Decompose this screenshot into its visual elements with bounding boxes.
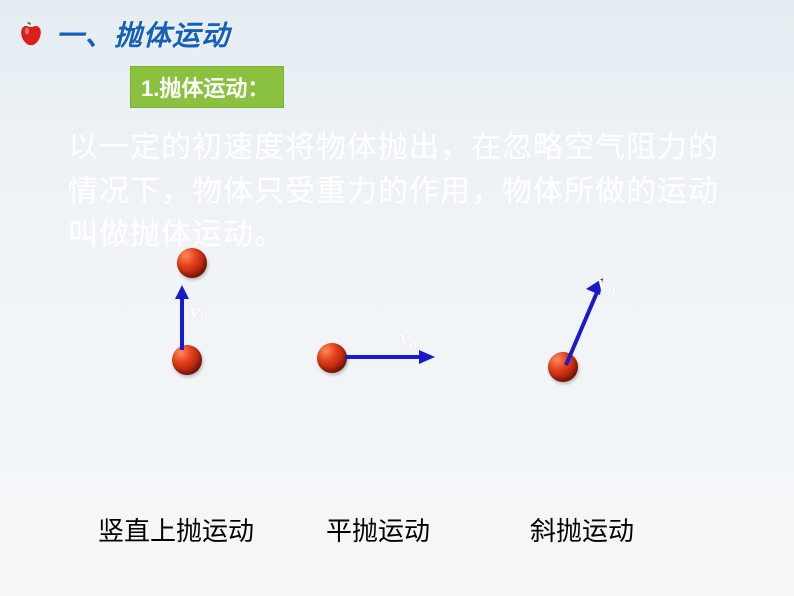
caption-oblique: 斜抛运动 bbox=[530, 511, 634, 548]
v0-label-horizontal: v0 bbox=[400, 324, 417, 354]
subsection-badge: 1.抛体运动： bbox=[130, 66, 284, 108]
section-title: 一、抛体运动 bbox=[56, 14, 230, 54]
v0-label-oblique: v0 bbox=[598, 270, 615, 300]
pepper-icon bbox=[18, 21, 44, 47]
diagram-area: v0 v0 v0 bbox=[0, 230, 794, 530]
caption-vertical: 竖直上抛运动 bbox=[98, 511, 254, 548]
captions-row: 竖直上抛运动 平抛运动 斜抛运动 bbox=[0, 511, 794, 548]
ball-horizontal bbox=[317, 343, 347, 373]
caption-horizontal: 平抛运动 bbox=[326, 511, 430, 548]
v0-label-vertical: v0 bbox=[190, 298, 207, 328]
ball-vertical-top bbox=[177, 248, 207, 278]
arrow-horizontal bbox=[345, 348, 435, 368]
header: 一、抛体运动 bbox=[0, 0, 794, 54]
